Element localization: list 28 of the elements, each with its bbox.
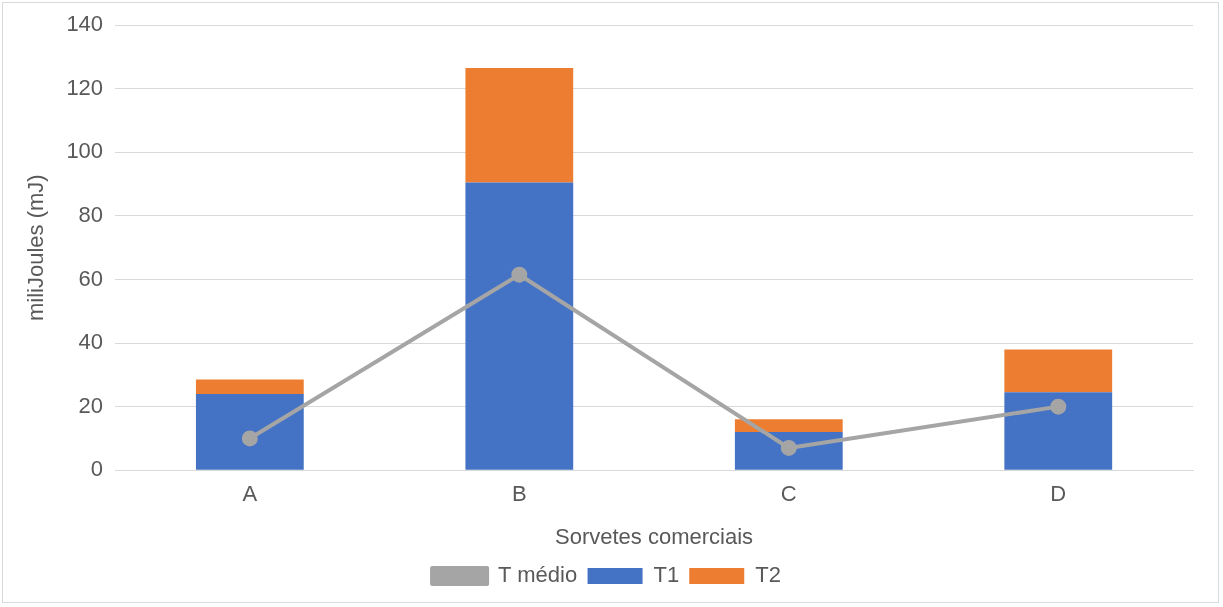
x-axis-title: Sorvetes comerciais	[555, 523, 754, 549]
x-tick-label: A	[242, 481, 258, 507]
x-tick-label: C	[780, 481, 797, 507]
x-tick-label: B	[511, 481, 527, 507]
point	[511, 266, 528, 283]
point	[1050, 398, 1067, 415]
bar	[465, 182, 574, 470]
legend-label: T médio	[498, 562, 578, 588]
bar	[195, 393, 304, 470]
x-tick-label: D	[1050, 481, 1067, 507]
y-tick-label: 100	[66, 138, 104, 164]
bar	[465, 68, 574, 183]
y-axis-title: miliJoules (mJ)	[23, 174, 49, 322]
bar	[1004, 349, 1113, 393]
bar	[195, 379, 304, 394]
point	[780, 439, 797, 456]
legend-label: T1	[653, 562, 680, 588]
y-tick-label: 20	[78, 392, 104, 418]
y-tick-label: 120	[66, 74, 104, 100]
point	[241, 430, 258, 447]
y-tick-label: 140	[66, 11, 104, 37]
y-tick-label: 0	[90, 456, 104, 482]
y-tick-label: 80	[78, 201, 104, 227]
legend-label: T2	[755, 562, 781, 588]
y-tick-label: 60	[78, 265, 104, 291]
bar	[734, 419, 843, 433]
y-tick-label: 40	[78, 329, 104, 355]
bar	[1004, 392, 1113, 470]
